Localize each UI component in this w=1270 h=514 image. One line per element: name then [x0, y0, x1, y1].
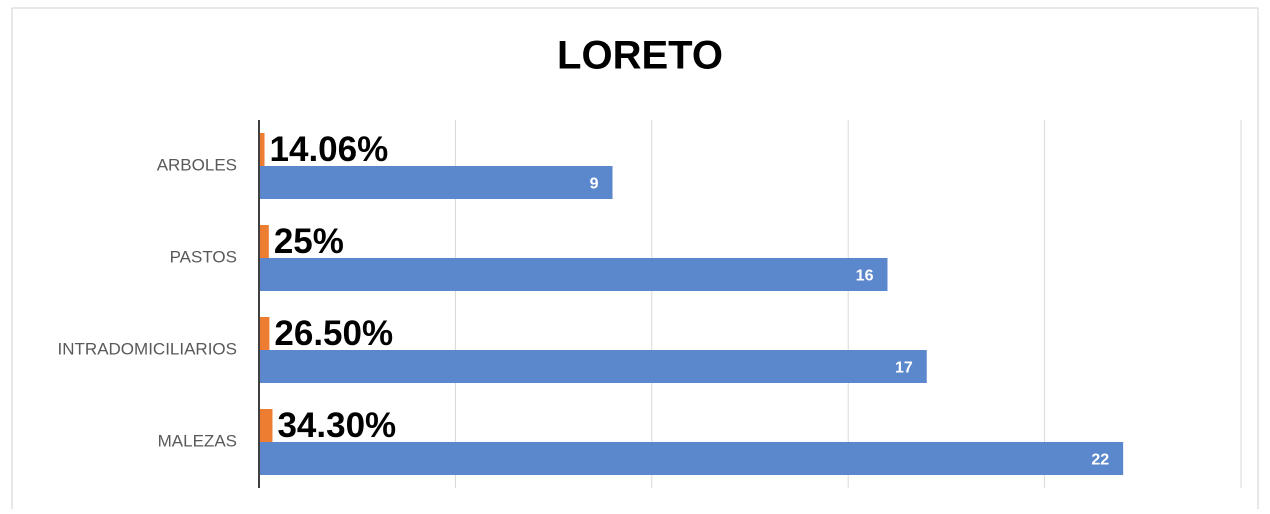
- data-label: 22: [1091, 452, 1109, 469]
- y-tick-label: ARBOLES: [157, 155, 237, 174]
- bar: [259, 133, 265, 166]
- y-tick-label: INTRADOMICILIARIOS: [58, 339, 237, 358]
- data-label: 14.06%: [270, 130, 389, 169]
- data-label: 16: [856, 268, 874, 285]
- bar: [259, 409, 273, 442]
- bar: [259, 258, 888, 291]
- data-label: 9: [590, 176, 599, 193]
- chart-frame: [11, 7, 1259, 509]
- bar: [259, 166, 613, 199]
- data-label: 17: [895, 360, 913, 377]
- bar: [259, 350, 927, 383]
- bar: [259, 442, 1124, 475]
- data-label: 26.50%: [274, 314, 393, 353]
- bar: [259, 317, 270, 350]
- chart-title: LORETO: [557, 34, 723, 78]
- data-label: 34.30%: [277, 406, 396, 445]
- y-tick-label: MALEZAS: [158, 431, 237, 450]
- data-label: 25%: [274, 222, 344, 261]
- y-tick-label: PASTOS: [170, 247, 237, 266]
- bar: [259, 225, 269, 258]
